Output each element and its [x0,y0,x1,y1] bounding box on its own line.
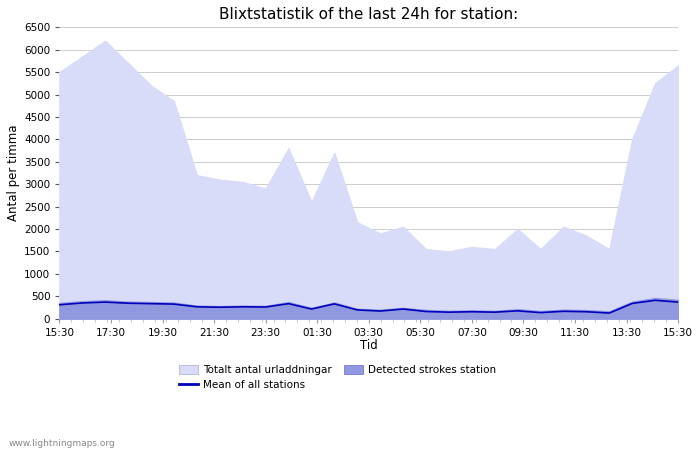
Title: Blixtstatistik of the last 24h for station:: Blixtstatistik of the last 24h for stati… [219,7,518,22]
Legend: Totalt antal urladdningar, Mean of all stations, Detected strokes station: Totalt antal urladdningar, Mean of all s… [179,364,496,390]
Y-axis label: Antal per timma: Antal per timma [7,125,20,221]
X-axis label: Tid: Tid [360,339,377,352]
Text: www.lightningmaps.org: www.lightningmaps.org [8,439,115,448]
